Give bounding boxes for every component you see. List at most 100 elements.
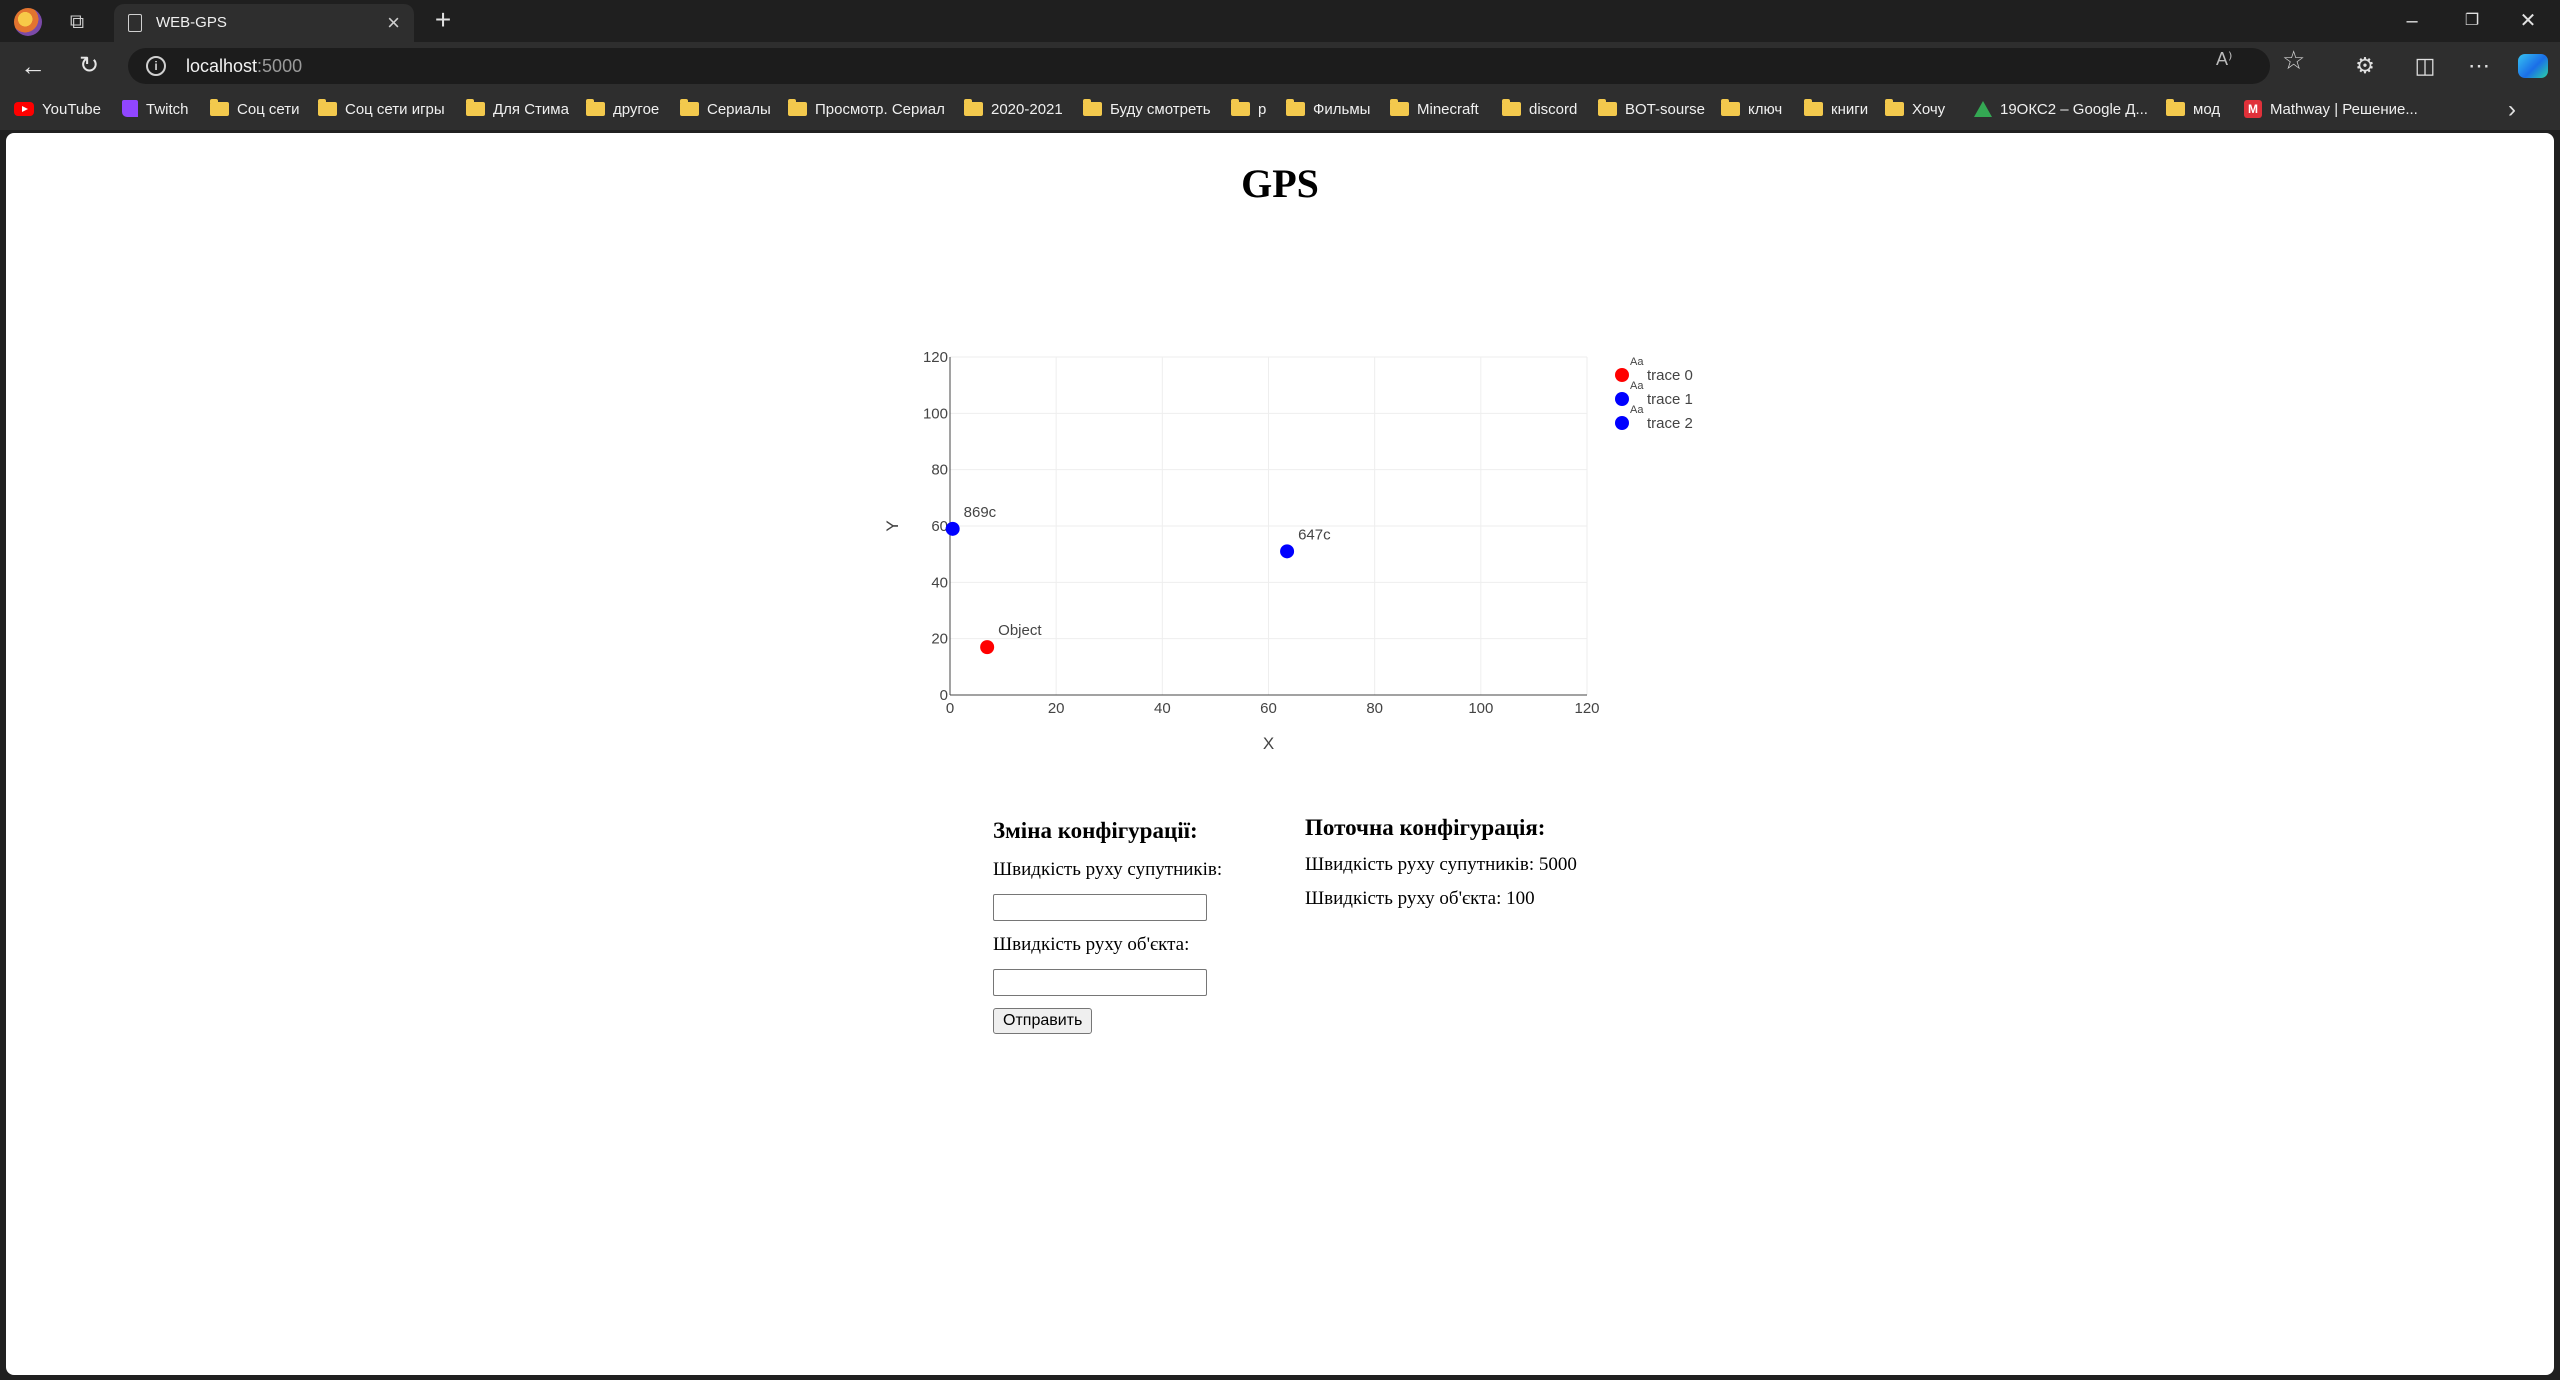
url-text[interactable]: localhost:5000: [186, 56, 302, 76]
bookmark-item[interactable]: Просмотр. Сериал: [788, 98, 945, 122]
bookmark-item[interactable]: Соц сети: [210, 98, 300, 122]
bookmark-label: другое: [613, 101, 660, 118]
url-host: localhost: [186, 56, 258, 76]
data-point[interactable]: [1280, 544, 1295, 559]
bookmark-item[interactable]: 19ОКС2 – Google Д...: [1974, 98, 2148, 122]
object-speed-label: Швидкість руху об'єкта:: [993, 934, 1190, 955]
copilot-icon[interactable]: [2518, 54, 2548, 78]
profile-avatar-icon[interactable]: [14, 8, 42, 36]
bookmark-item[interactable]: р: [1231, 98, 1266, 122]
folder-icon: [788, 98, 807, 116]
bookmark-label: Сериалы: [707, 101, 771, 118]
legend-symbol-text: Aa: [1630, 356, 1644, 368]
bookmark-item[interactable]: Для Стима: [466, 98, 569, 122]
address-bar[interactable]: i localhost:5000: [128, 48, 2270, 84]
data-point[interactable]: [980, 640, 995, 655]
title-bar: ⧉ WEB-GPS × + – ❐ ✕: [0, 0, 2560, 42]
close-window-icon[interactable]: ✕: [2519, 10, 2537, 32]
y-tick-label: 80: [931, 462, 948, 479]
legend-label: trace 2: [1647, 415, 1693, 432]
site-info-icon[interactable]: i: [146, 56, 166, 76]
folder-icon: [1502, 98, 1521, 116]
legend-label: trace 1: [1647, 391, 1693, 408]
folder-icon: [466, 98, 485, 116]
y-tick-label: 60: [931, 518, 948, 535]
bookmark-label: BOT-sourse: [1625, 101, 1706, 118]
bookmarks-overflow-icon[interactable]: ›: [2508, 96, 2516, 123]
satellite-speed-input[interactable]: [993, 894, 1207, 921]
current-satellite-speed: Швидкість руху супутників: 5000: [1305, 854, 1577, 875]
folder-icon: [1286, 98, 1305, 116]
read-aloud-icon[interactable]: A⁾: [2216, 49, 2233, 69]
back-icon[interactable]: ←: [20, 51, 46, 81]
workspaces-icon[interactable]: ⧉: [69, 11, 85, 33]
extensions-icon[interactable]: ⚙: [2355, 53, 2375, 78]
x-tick-label: 80: [1366, 700, 1383, 717]
favorite-star-icon[interactable]: ☆: [2282, 45, 2306, 75]
data-point[interactable]: [945, 521, 960, 536]
bookmark-item[interactable]: discord: [1502, 98, 1577, 122]
tab-close-icon[interactable]: ×: [387, 10, 400, 35]
bookmark-item[interactable]: мод: [2166, 98, 2220, 122]
folder-icon: [1390, 98, 1409, 116]
more-options-icon[interactable]: ⋯: [2468, 53, 2490, 78]
folder-icon: [964, 98, 983, 116]
tab-web-gps[interactable]: WEB-GPS ×: [114, 4, 414, 42]
legend-marker: [1615, 416, 1629, 430]
youtube-icon: [14, 101, 34, 116]
mathway-icon: M: [2244, 99, 2262, 118]
page-icon: [128, 14, 142, 32]
y-tick-label: 0: [940, 687, 948, 704]
tab-title: WEB-GPS: [156, 14, 227, 31]
data-point-label: 869c: [964, 504, 997, 521]
folder-icon: [210, 98, 229, 116]
bookmark-label: 19ОКС2 – Google Д...: [2000, 101, 2148, 118]
x-tick-label: 100: [1468, 700, 1493, 717]
bookmark-item[interactable]: другое: [586, 98, 659, 122]
legend-label: trace 0: [1647, 367, 1693, 384]
refresh-icon[interactable]: ↻: [78, 52, 100, 79]
folder-icon: [680, 98, 699, 116]
bookmark-item[interactable]: Хочу: [1885, 98, 1945, 122]
legend-marker: [1615, 368, 1629, 382]
current-object-speed: Швидкість руху об'єкта: 100: [1305, 888, 1535, 909]
x-tick-label: 120: [1574, 700, 1599, 717]
folder-icon: [1885, 98, 1904, 116]
satellite-speed-label: Швидкість руху супутників:: [993, 859, 1223, 880]
bookmark-item[interactable]: BOT-sourse: [1598, 98, 1705, 122]
bookmark-item[interactable]: 2020-2021: [964, 98, 1063, 122]
restore-icon[interactable]: ❐: [2464, 12, 2480, 29]
bookmark-label: ключ: [1748, 101, 1783, 118]
gps-scatter-plot[interactable]: 0 20 40 60 80 100 120 0 20 40 60 80 100 120 X Y Object 86…: [866, 333, 1726, 933]
submit-button[interactable]: Отправить: [993, 1008, 1093, 1034]
folder-icon: [2166, 98, 2185, 116]
y-tick-label: 20: [931, 631, 948, 648]
bookmark-item[interactable]: ключ: [1721, 98, 1782, 122]
bookmark-item[interactable]: Буду смотреть: [1083, 98, 1211, 122]
minimize-icon[interactable]: –: [2406, 10, 2418, 32]
split-screen-icon[interactable]: ◫: [2414, 53, 2436, 78]
bookmark-label: Хочу: [1912, 101, 1946, 118]
new-tab-icon[interactable]: +: [434, 4, 452, 35]
x-tick-label: 0: [946, 700, 954, 717]
bookmark-item[interactable]: M Mathway | Решение...: [2244, 98, 2418, 122]
y-axis-title: Y: [883, 520, 902, 531]
bookmark-item[interactable]: книги: [1804, 98, 1868, 122]
bookmark-item[interactable]: YouTube: [14, 98, 101, 122]
x-axis-title: X: [1263, 734, 1274, 753]
bookmark-item[interactable]: Сериалы: [680, 98, 771, 122]
page-title: GPS: [1241, 161, 1319, 206]
config-change-form: Зміна конфігурації: Швидкість руху супут…: [993, 816, 1293, 1034]
folder-icon: [1231, 98, 1250, 116]
bookmark-label: YouTube: [42, 101, 101, 118]
url-port: :5000: [257, 56, 303, 76]
bookmark-label: Mathway | Решение...: [2270, 101, 2418, 118]
bookmark-label: Просмотр. Сериал: [815, 101, 945, 118]
bookmark-item[interactable]: Minecraft: [1390, 98, 1479, 122]
bookmark-item[interactable]: Twitch: [122, 98, 189, 122]
bookmark-item[interactable]: Соц сети игры: [318, 98, 445, 122]
current-config-heading: Поточна конфігурація:: [1305, 815, 1546, 840]
bookmark-item[interactable]: Фильмы: [1286, 98, 1370, 122]
object-speed-input[interactable]: [993, 969, 1207, 996]
x-tick-label: 40: [1154, 700, 1171, 717]
